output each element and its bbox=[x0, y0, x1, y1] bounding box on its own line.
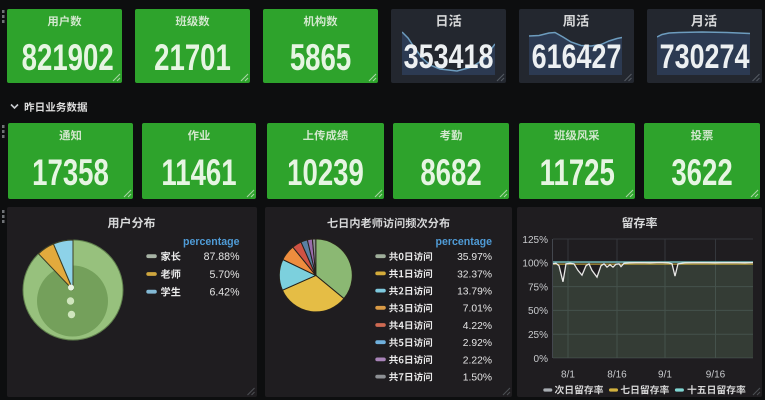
svg-text:50%: 50% bbox=[528, 306, 548, 317]
svg-text:0%: 0% bbox=[534, 354, 549, 365]
svg-text:100%: 100% bbox=[522, 259, 548, 270]
svg-text:1.50%: 1.50% bbox=[463, 373, 492, 384]
svg-text:5.70%: 5.70% bbox=[209, 269, 240, 281]
svg-text:7.01%: 7.01% bbox=[463, 304, 492, 315]
svg-text:2.22%: 2.22% bbox=[463, 355, 492, 366]
svg-text:percentage: percentage bbox=[183, 236, 240, 248]
svg-text:2.92%: 2.92% bbox=[463, 338, 492, 349]
svg-text:9/16: 9/16 bbox=[706, 370, 726, 381]
svg-text:8/1: 8/1 bbox=[561, 370, 575, 381]
svg-text:9/1: 9/1 bbox=[658, 370, 672, 381]
svg-text:75%: 75% bbox=[528, 282, 548, 293]
svg-text:87.88%: 87.88% bbox=[204, 251, 241, 263]
svg-text:13.79%: 13.79% bbox=[457, 287, 492, 298]
svg-text:32.37%: 32.37% bbox=[457, 269, 492, 280]
svg-text:125%: 125% bbox=[522, 235, 548, 246]
svg-text:percentage: percentage bbox=[435, 236, 492, 248]
svg-text:4.22%: 4.22% bbox=[463, 321, 492, 332]
svg-text:8/16: 8/16 bbox=[607, 370, 627, 381]
svg-text:25%: 25% bbox=[528, 330, 548, 341]
svg-text:6.42%: 6.42% bbox=[209, 287, 240, 299]
svg-text:35.97%: 35.97% bbox=[457, 252, 492, 263]
